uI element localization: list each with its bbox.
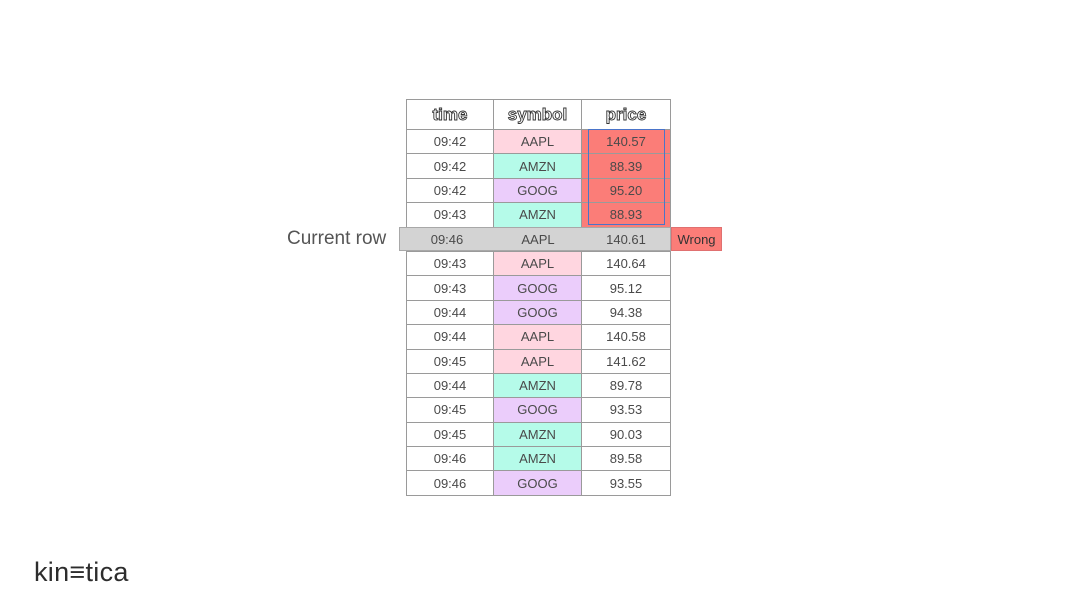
current-row-symbol: AAPL: [521, 231, 555, 247]
price-table: time symbol price 09:42 AAPL 140.57 09:42 AM…: [406, 99, 671, 496]
table-row: 09:43 AMZN 88.93: [406, 202, 671, 228]
cell-symbol: AAPL: [493, 348, 582, 374]
cell-symbol: AMZN: [493, 446, 582, 472]
cell-time: 09:43: [406, 202, 494, 228]
kinetica-logo: kin≡tica: [34, 557, 129, 587]
cell-time: 09:45: [406, 397, 494, 423]
table-row: 09:44 AAPL 140.58: [406, 324, 671, 350]
header-price: price: [581, 99, 671, 130]
table-row: 09:45 AAPL 141.62: [406, 348, 671, 374]
cell-time: 09:46: [406, 446, 494, 472]
cell-symbol: AAPL: [493, 250, 582, 277]
cell-time: 09:45: [406, 348, 494, 374]
cell-price: 95.20: [581, 177, 671, 204]
cell-time: 09:44: [406, 299, 494, 326]
cell-time: 09:42: [406, 153, 494, 179]
cell-symbol: GOOG: [493, 275, 582, 301]
cell-time: 09:44: [406, 324, 494, 350]
cell-price: 89.58: [581, 446, 671, 472]
current-row: 09:46 AAPL 140.61: [399, 227, 671, 251]
header-symbol: symbol: [493, 99, 582, 130]
wrong-badge: Wrong: [671, 227, 722, 251]
table-row: 09:42 AAPL 140.57: [406, 128, 671, 155]
header-time: time: [406, 99, 494, 130]
table-row: 09:46 GOOG 93.55: [406, 470, 671, 496]
cell-time: 09:43: [406, 250, 494, 277]
table-row: 09:42 AMZN 88.39: [406, 153, 671, 179]
cell-price: 140.58: [581, 324, 671, 350]
table-row: 09:43 GOOG 95.12: [406, 275, 671, 301]
current-row-price: 140.61: [606, 231, 646, 247]
cell-time: 09:44: [406, 372, 494, 399]
cell-time: 09:42: [406, 177, 494, 204]
cell-symbol: AMZN: [493, 372, 582, 399]
cell-symbol: AMZN: [493, 421, 582, 448]
table-row: 09:42 GOOG 95.20: [406, 177, 671, 204]
cell-symbol: AMZN: [493, 202, 582, 228]
cell-price: 93.55: [581, 470, 671, 496]
cell-price: 93.53: [581, 397, 671, 423]
cell-time: 09:43: [406, 275, 494, 301]
cell-price: 89.78: [581, 372, 671, 399]
table-row: 09:44 AMZN 89.78: [406, 372, 671, 399]
cell-price: 90.03: [581, 421, 671, 448]
cell-symbol: AAPL: [493, 324, 582, 350]
table-row: 09:46 AMZN 89.58: [406, 446, 671, 472]
current-row-time: 09:46: [430, 231, 464, 247]
cell-symbol: AAPL: [493, 128, 582, 155]
cell-symbol: GOOG: [493, 470, 582, 496]
table-row: 09:45 GOOG 93.53: [406, 397, 671, 423]
cell-price: 141.62: [581, 348, 671, 374]
cell-time: 09:46: [406, 470, 494, 496]
cell-price: 88.39: [581, 153, 671, 179]
cell-symbol: AMZN: [493, 153, 582, 179]
current-row-label: Current row: [287, 228, 387, 249]
cell-price: 94.38: [581, 299, 671, 326]
cell-price: 88.93: [581, 202, 671, 228]
cell-price: 95.12: [581, 275, 671, 301]
cell-price: 140.57: [581, 128, 671, 155]
table-row: 09:43 AAPL 140.64: [406, 250, 671, 277]
table-row: 09:44 GOOG 94.38: [406, 299, 671, 326]
cell-symbol: GOOG: [493, 397, 582, 423]
cell-symbol: GOOG: [493, 299, 582, 326]
table-row: 09:45 AMZN 90.03: [406, 421, 671, 448]
table-header-row: time symbol price: [406, 99, 671, 130]
cell-price: 140.64: [581, 250, 671, 277]
cell-time: 09:45: [406, 421, 494, 448]
cell-time: 09:42: [406, 128, 494, 155]
cell-symbol: GOOG: [493, 177, 582, 204]
